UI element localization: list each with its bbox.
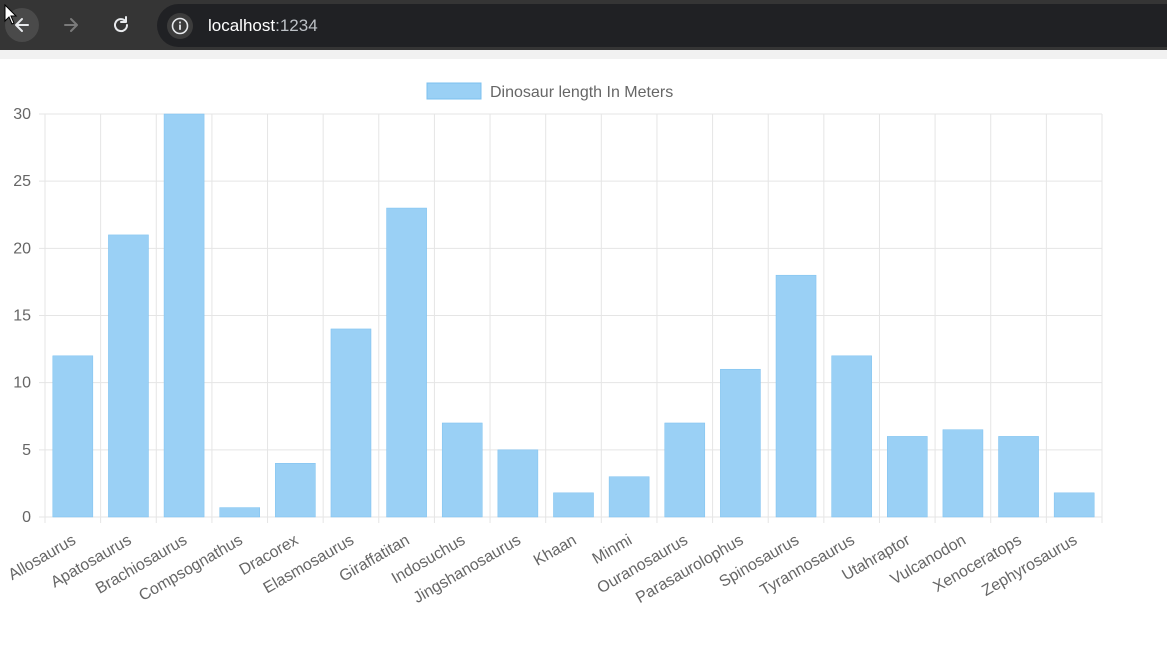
reload-icon: [114, 16, 129, 33]
x-tick-label: Khaan: [531, 532, 580, 570]
y-tick-label: 10: [13, 375, 31, 392]
bar-vulcanodon: [942, 429, 984, 518]
legend-label: Dinosaur length In Meters: [490, 84, 673, 101]
y-tick-label: 5: [22, 442, 31, 459]
address-bar[interactable]: localhost:1234: [157, 4, 1167, 47]
legend-swatch: [426, 82, 482, 100]
bar-utahraptor: [887, 436, 928, 518]
y-tick-label: 15: [13, 308, 31, 325]
x-tick-label: Compsognathus: [136, 532, 245, 605]
info-icon[interactable]: [167, 13, 193, 39]
x-tick-label: Tyrannosaurus: [757, 532, 857, 600]
bar-zephyrosaurus: [1053, 492, 1095, 518]
back-arrow-icon: [15, 18, 29, 32]
bar-ouranosaurus: [664, 422, 706, 518]
y-tick-label: 30: [13, 106, 31, 123]
forward-arrow-icon: [64, 18, 78, 32]
mouse-cursor-icon: [4, 4, 18, 25]
bar-indosuchus: [441, 422, 483, 518]
bar-chart: 051015202530AllosaurusApatosaurusBrachio…: [6, 82, 1103, 607]
url-port: :1234: [275, 16, 318, 35]
bar-dracorex: [275, 463, 316, 518]
bar-xenoceratops: [998, 436, 1039, 518]
chart-container: 0 5 10 15 20 25 30 Allosaurus Apatosaurus Brachio…: [0, 59, 1167, 662]
browser-toolbar: localhost:1234: [0, 0, 1167, 51]
bar-spinosaurus: [775, 274, 817, 518]
bar-elasmosaurus: [330, 328, 372, 518]
reload-button[interactable]: [104, 8, 138, 42]
bar-jingshanosaurus: [497, 449, 539, 518]
page-top-strip: [0, 50, 1167, 59]
bar-allosaurus: [52, 355, 94, 518]
bar-khaan: [553, 492, 594, 518]
y-tick-label: 25: [13, 173, 31, 190]
url-text: localhost:1234: [208, 16, 318, 36]
forward-button[interactable]: [54, 8, 88, 42]
url-host: localhost: [208, 16, 276, 35]
bar-apatosaurus: [108, 234, 149, 518]
bar-brachiosaurus: [163, 113, 205, 518]
bar-tyrannosaurus: [831, 355, 872, 518]
x-tick-label: Zephyrosaurus: [979, 532, 1080, 600]
bar-giraffatitan: [386, 207, 427, 518]
bar-compsognathus: [219, 507, 260, 518]
y-tick-label: 20: [13, 240, 31, 257]
y-tick-label: 0: [22, 509, 31, 526]
bar-minmi: [608, 476, 650, 518]
bar-parasaurolophus: [720, 368, 761, 518]
